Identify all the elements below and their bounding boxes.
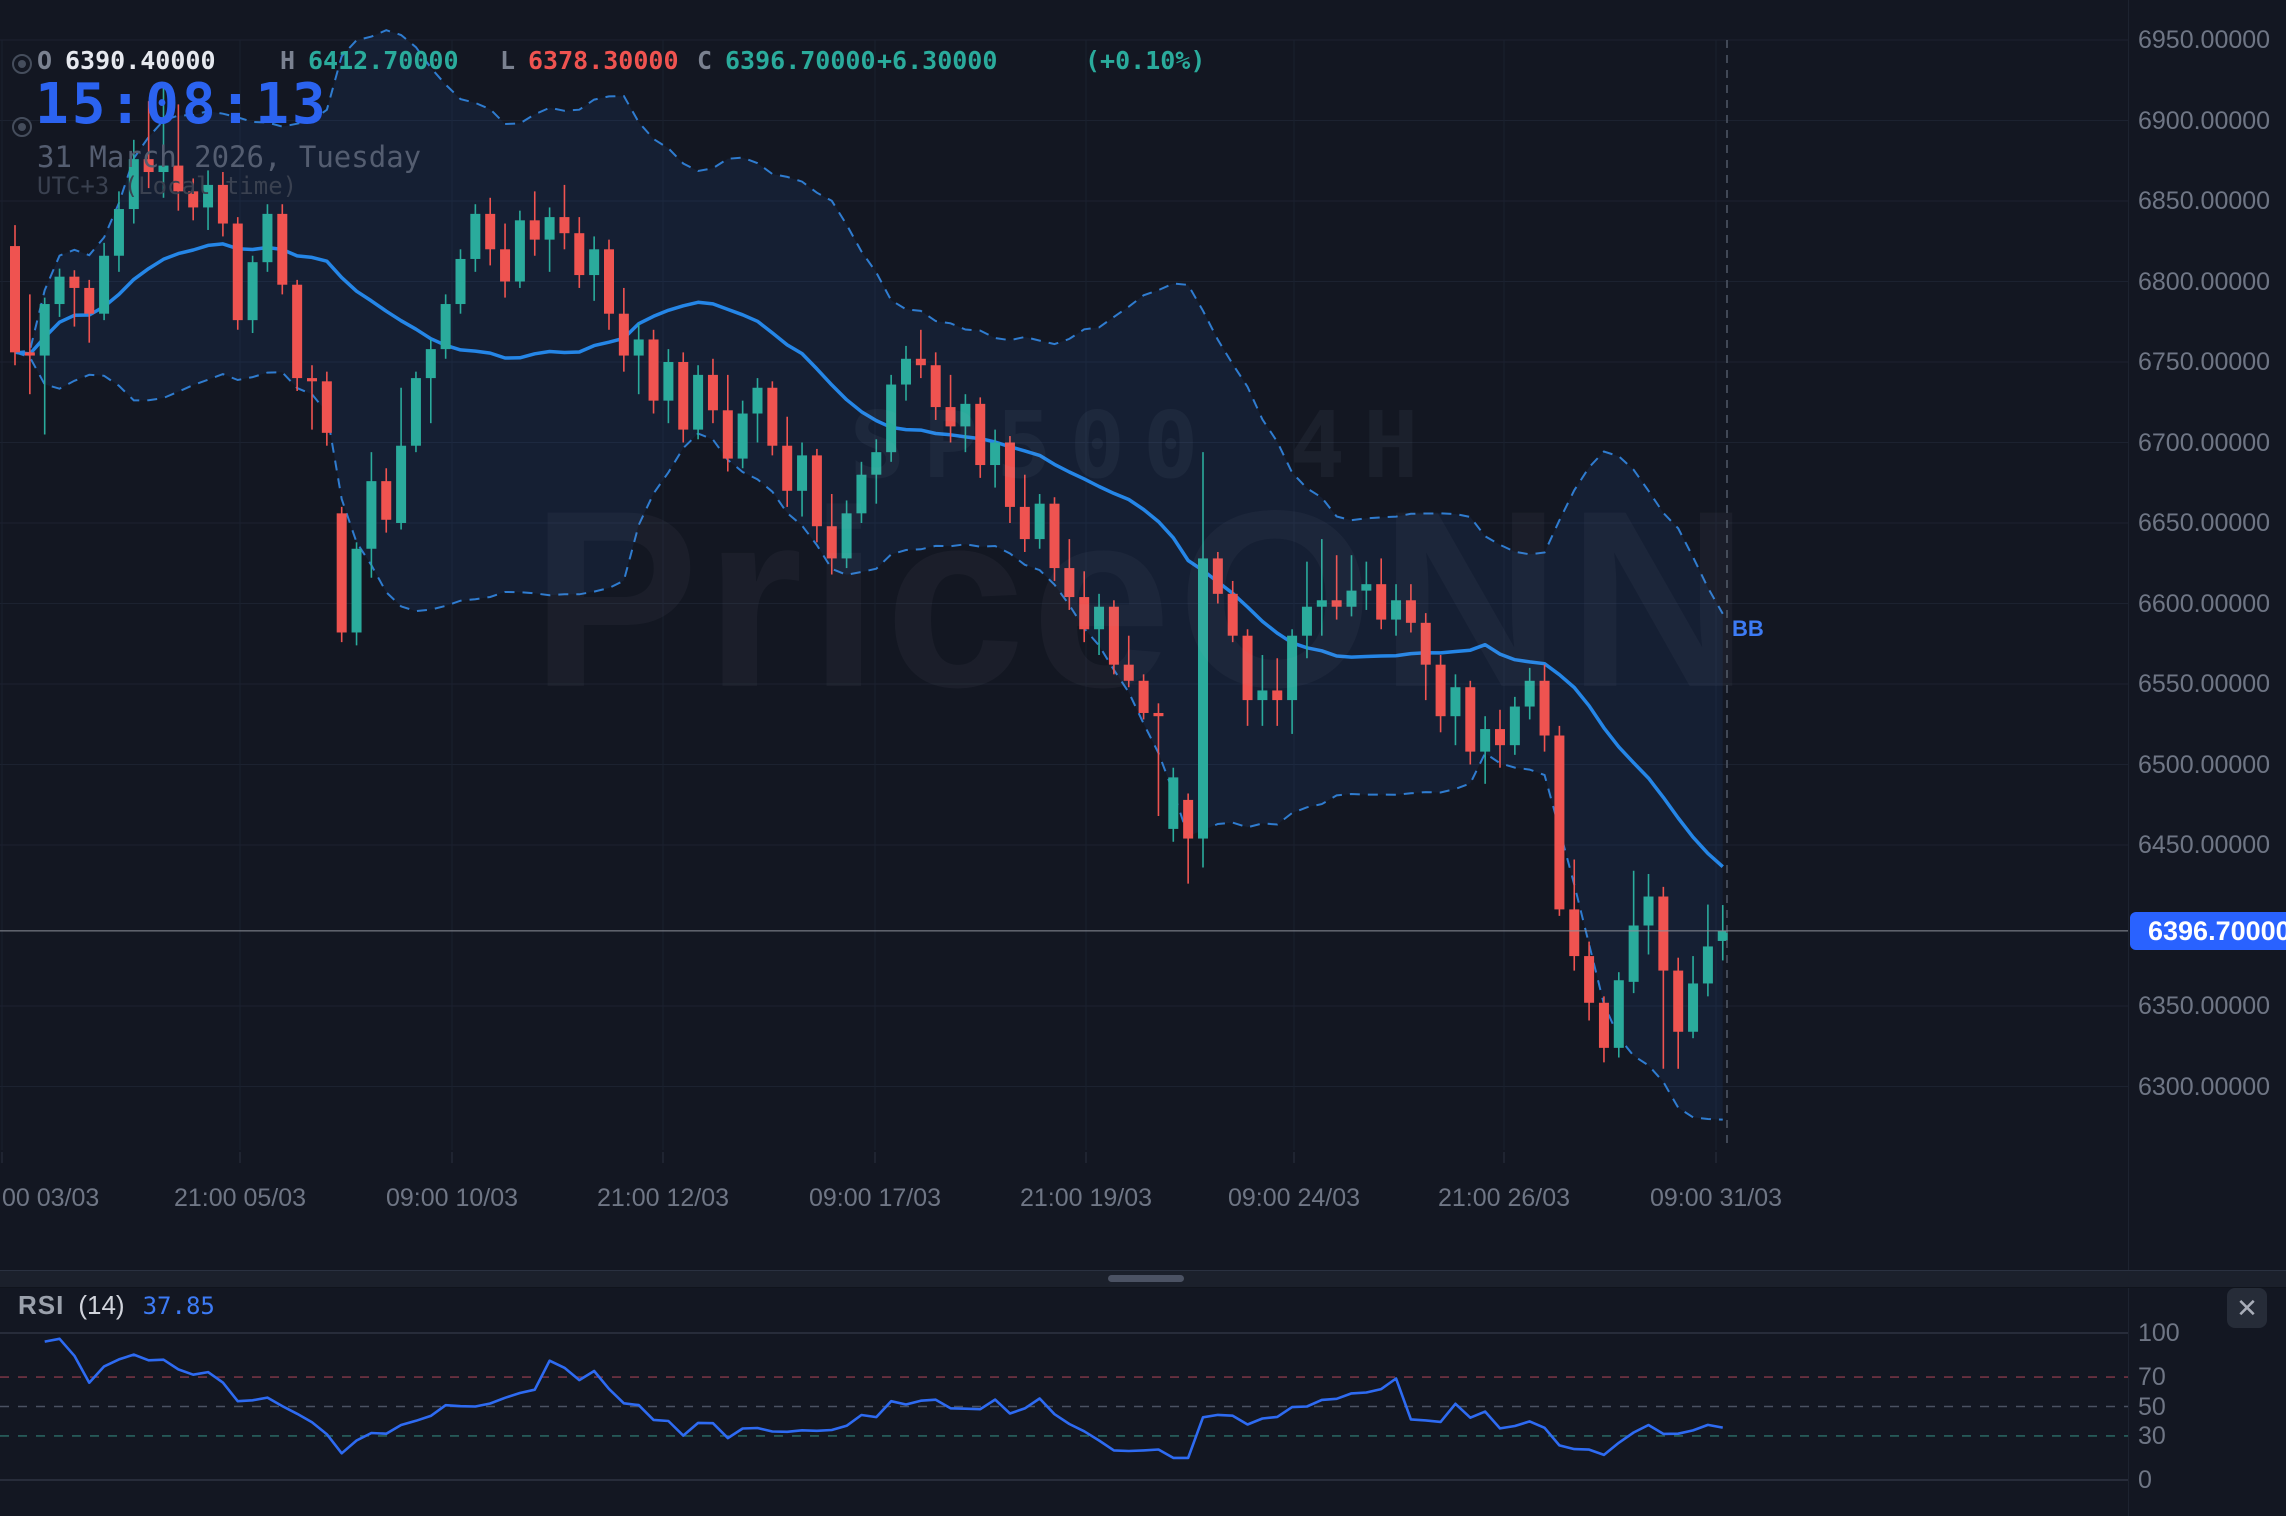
rsi-title: RSI xyxy=(18,1290,65,1320)
price-tick-label: 6350.00000 xyxy=(2138,992,2271,1020)
axis-border xyxy=(2128,0,2129,1516)
rsi-tick-label: 30 xyxy=(2138,1421,2166,1450)
time-tick-label: 09:00 17/03 xyxy=(808,1184,942,1212)
close-value: 6396.70000 xyxy=(725,46,876,75)
grid-layer xyxy=(0,39,2128,1163)
bb-fill xyxy=(15,30,1723,1120)
time-axis[interactable]: 00 03/03 21:00 05/03 09:00 10/03 21:00 12/0… xyxy=(0,1150,2286,1268)
price-tick-label: 6450.00000 xyxy=(2138,831,2271,859)
high-value: 6412.70000 xyxy=(308,46,459,75)
bb-indicator-label: BB xyxy=(1732,616,1764,641)
price-tick-label: 6950.00000 xyxy=(2138,26,2271,54)
high-label: H xyxy=(280,46,296,75)
price-tick-label: 6500.00000 xyxy=(2138,750,2271,779)
rsi-tick-label: 70 xyxy=(2138,1363,2166,1392)
price-tick-label: 6900.00000 xyxy=(2138,106,2271,135)
close-label: C xyxy=(697,46,713,75)
rsi-line xyxy=(44,1337,1723,1460)
time-tick-label: 21:00 12/03 xyxy=(596,1184,730,1212)
bb-lower-band xyxy=(14,351,1723,1121)
price-tick-label: 6650.00000 xyxy=(2138,509,2271,537)
price-tick-label: 6300.00000 xyxy=(2138,1072,2271,1101)
low-label: L xyxy=(500,46,516,75)
bb-upper-band xyxy=(14,29,1724,615)
time-tick-label: 21:00 05/03 xyxy=(173,1184,307,1212)
time-tick-label: 09:00 10/03 xyxy=(385,1184,519,1212)
candles-layer xyxy=(10,88,1728,1069)
eye-icon[interactable] xyxy=(12,117,32,137)
timezone-label: UTC+3 (Local time) xyxy=(37,172,298,200)
time-tick-label: 21:00 19/03 xyxy=(1019,1184,1153,1212)
bb-middle-line xyxy=(14,242,1724,869)
close-icon[interactable]: ✕ xyxy=(2227,1288,2267,1328)
price-tick-label: 6700.00000 xyxy=(2138,428,2271,457)
rsi-tick-label: 0 xyxy=(2138,1466,2152,1494)
rsi-value: 37.85 xyxy=(142,1292,215,1320)
clock: 15:08:13 xyxy=(35,72,329,137)
price-tick-label: 6750.00000 xyxy=(2138,348,2271,376)
price-tick-label: 6550.00000 xyxy=(2138,670,2271,698)
last-price-badge: 6396.70000 xyxy=(2130,912,2286,950)
price-tick-label: 6800.00000 xyxy=(2138,267,2271,296)
change-percent: (+0.10%) xyxy=(1085,46,1206,75)
date-label: 31 March 2026, Tuesday xyxy=(37,140,422,174)
open-label: O xyxy=(37,46,53,75)
pane-drag-handle[interactable] xyxy=(1108,1275,1184,1282)
open-value: 6390.40000 xyxy=(65,46,216,75)
time-tick-label: 09:00 31/03 xyxy=(1649,1184,1783,1212)
time-tick-label: 09:00 24/03 xyxy=(1227,1184,1361,1212)
rsi-period: (14) xyxy=(78,1290,125,1320)
rsi-header: RSI (14) 37.85 xyxy=(18,1290,215,1321)
low-value: 6378.30000 xyxy=(528,46,679,75)
rsi-tick-label: 50 xyxy=(2138,1392,2166,1421)
price-tick-label: 6850.00000 xyxy=(2138,187,2271,215)
change-value: +6.30000 xyxy=(877,46,998,75)
time-tick-label: 00 03/03 xyxy=(2,1184,100,1212)
price-tick-label: 6600.00000 xyxy=(2138,589,2271,618)
rsi-tick-label: 100 xyxy=(2138,1319,2180,1347)
time-tick-label: 21:00 26/03 xyxy=(1437,1184,1571,1212)
eye-icon[interactable] xyxy=(12,54,32,74)
